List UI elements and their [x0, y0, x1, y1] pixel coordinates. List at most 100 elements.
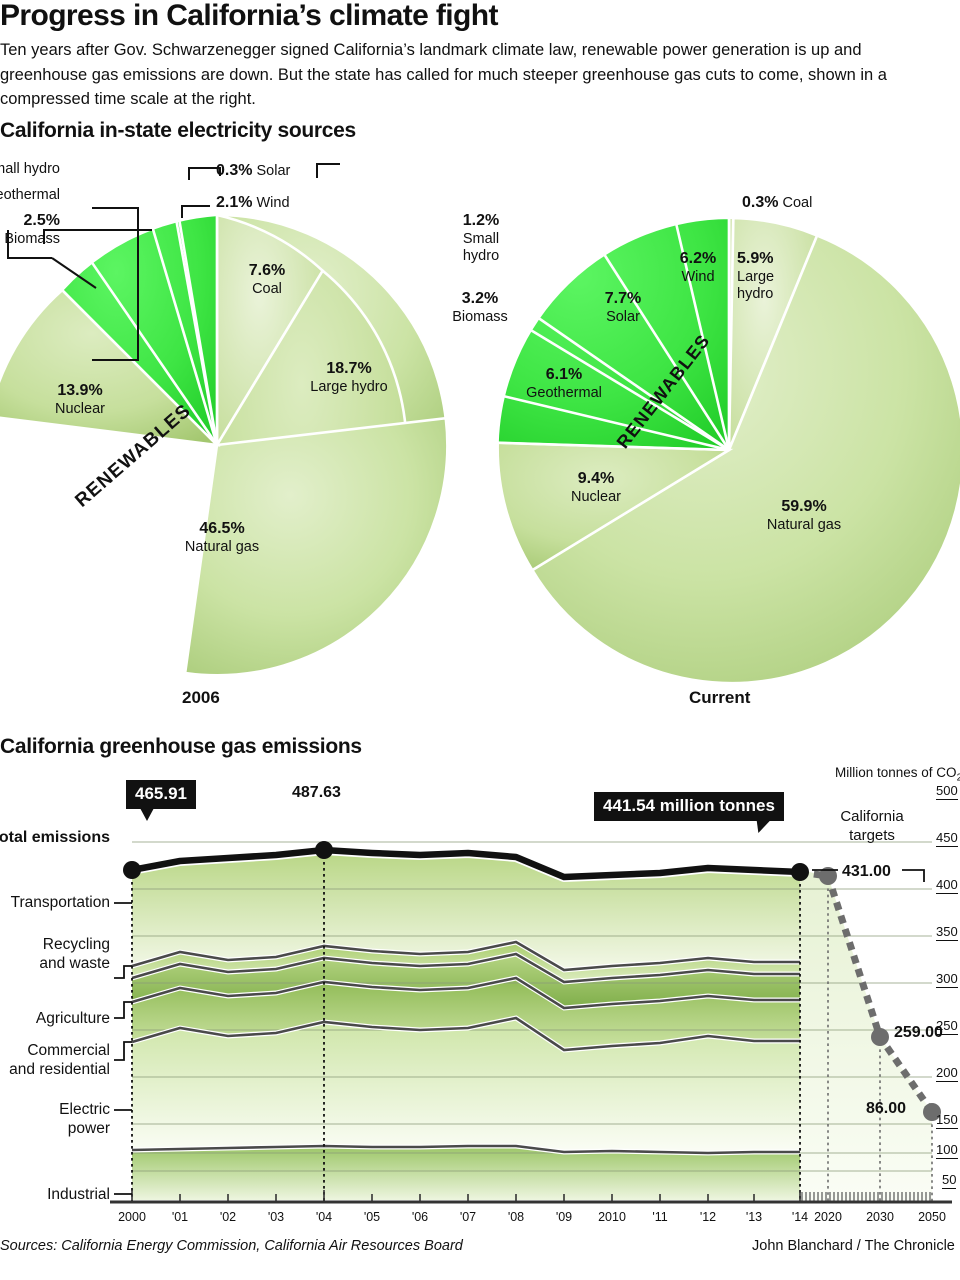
- year-guides: [131, 850, 801, 1202]
- pie-current-label-nuclear: 9.4% Nuclear: [571, 470, 621, 505]
- band-commercial-residential: [132, 978, 800, 1050]
- pie-current-label-wind: 6.2% Wind: [679, 250, 717, 285]
- targets-label: California targets: [840, 808, 904, 844]
- pie-2006-label-natural-gas: 46.5% Natural gas: [184, 520, 260, 555]
- x-tick-11: '11: [652, 1210, 668, 1224]
- target-value-2030: 259.00: [894, 1024, 943, 1041]
- category-label-commercial-residential: Commercial and residential: [9, 1042, 110, 1078]
- pie-current-label-biomass: 3.2% Biomass: [452, 290, 508, 325]
- pie-2006-label-wind: 2.1% Wind: [216, 194, 290, 211]
- standfirst-text: Ten years after Gov. Schwarzenegger sign…: [0, 41, 887, 108]
- pie-2006-label-large-hydro: 18.7% Large hydro: [310, 360, 388, 395]
- pie-current-label-small-hydro: 1.2% Small hydro: [462, 212, 500, 264]
- y-tick-100: 100: [936, 1142, 958, 1159]
- total-emissions-line: [131, 846, 801, 881]
- x-tick-2030: 2030: [866, 1210, 894, 1224]
- pies-svg: RENEWABLES: [0, 163, 960, 685]
- x-tick-2050: 2050: [918, 1210, 946, 1224]
- x-tick-03: '03: [267, 1210, 285, 1224]
- category-leaders: [114, 902, 132, 1195]
- emissions-chart: Total emissions Transportation Recycling…: [0, 760, 960, 1230]
- x-tick-04: '04: [315, 1210, 333, 1224]
- x-tick-07: '07: [459, 1210, 477, 1224]
- marker-target-2020: [819, 867, 837, 885]
- x-tick-2010: 2010: [598, 1210, 626, 1224]
- y-tick-400: 400: [936, 877, 958, 894]
- targets-line: [799, 868, 935, 1114]
- pie-2006-label-nuclear: 13.9% Nuclear: [55, 382, 105, 417]
- annotation-2014: 441.54 million tonnes: [594, 792, 784, 833]
- category-label-recycling-waste: Recycling and waste: [39, 936, 110, 972]
- footer: Sources: California Energy Commission, C…: [0, 1238, 960, 1280]
- annotation-2000: 465.91: [126, 780, 196, 821]
- target-value-2050: 86.00: [866, 1100, 907, 1117]
- y-tick-250: 250: [936, 1018, 958, 1035]
- gridlines: [132, 841, 932, 1172]
- section-title-emissions: California greenhouse gas emissions: [0, 735, 362, 758]
- pie-current-label-geothermal: 6.1% Geothermal: [526, 366, 602, 401]
- x-tick-02: '02: [219, 1210, 237, 1224]
- annotation-2004: 487.63: [292, 784, 341, 801]
- pie-2006-label-coal: 7.6% Coal: [248, 262, 286, 297]
- y-tick-500: 500: [936, 783, 958, 800]
- target-guides: [827, 876, 933, 1202]
- band-transportation: [132, 850, 800, 970]
- pie-2006-label-solar: 0.3% Solar: [216, 162, 291, 179]
- y-tick-350: 350: [936, 924, 958, 941]
- y-axis-unit: Million tonnes of CO2: [835, 765, 960, 784]
- pie-current-label-large-hydro: 5.9% Large hydro: [737, 250, 775, 302]
- pie-current-caption: Current: [689, 688, 751, 707]
- x-tick-06: '06: [411, 1210, 429, 1224]
- y-tick-450: 450: [936, 830, 958, 847]
- y-tick-50: 50: [942, 1172, 957, 1189]
- y-tick-150: 150: [936, 1112, 958, 1129]
- marker-target-2050: [923, 1103, 941, 1121]
- x-tick-2020: 2020: [814, 1210, 842, 1224]
- pie-2006-caption: 2006: [182, 688, 220, 707]
- page-title: Progress in California’s climate fight: [0, 0, 498, 32]
- category-label-transportation: Transportation: [10, 894, 110, 911]
- category-label-total-emissions: Total emissions: [0, 829, 110, 846]
- compressed-scale-ticks: [801, 1192, 931, 1202]
- pie-2006-leaders: [7, 167, 221, 289]
- band-agriculture: [132, 954, 800, 1008]
- target-value-2020: 431.00: [842, 863, 891, 880]
- x-tick-01: '01: [171, 1210, 189, 1224]
- category-label-electric-power: Electric power: [59, 1101, 110, 1137]
- x-tick-2000: 2000: [118, 1210, 146, 1224]
- pie-2006-label-biomass: 2.5% Biomass: [4, 212, 60, 247]
- targets-leader: [812, 869, 925, 882]
- band-electric-power: [132, 1018, 800, 1153]
- pie-2006-label-small-hydro: 2.5% Small hydro: [0, 161, 60, 177]
- category-label-industrial: Industrial: [47, 1186, 110, 1203]
- pie-2006-label-geothermal: 5.8% Geothermal: [0, 187, 60, 203]
- marker-2000: [123, 861, 141, 879]
- electricity-pies: RENEWABLES: [0, 150, 960, 730]
- section-title-electricity: California in-state electricity sources: [0, 119, 356, 142]
- sources-line: Sources: California Energy Commission, C…: [0, 1238, 463, 1254]
- pie-2006-slices: [0, 213, 449, 677]
- targets-area: [800, 870, 932, 1200]
- band-industrial: [132, 1146, 800, 1200]
- pie-current-slices: [496, 216, 960, 685]
- credit-line: John Blanchard / The Chronicle: [752, 1238, 955, 1254]
- pie-current: RENEWABLES: [496, 216, 960, 685]
- x-tick-08: '08: [507, 1210, 525, 1224]
- y-tick-200: 200: [936, 1065, 958, 1082]
- pie-current-label-coal: 0.3% Coal: [742, 194, 813, 211]
- pie-current-label-solar: 7.7% Solar: [604, 290, 642, 325]
- marker-2004: [315, 841, 333, 859]
- category-label-agriculture: Agriculture: [35, 1010, 110, 1027]
- pie-current-leaders: [92, 163, 340, 361]
- emissions-svg: [110, 841, 952, 1204]
- y-tick-300: 300: [936, 971, 958, 988]
- marker-2014: [791, 863, 809, 881]
- x-tick-13: '13: [745, 1210, 763, 1224]
- band-separators: [131, 940, 800, 1155]
- marker-target-2030: [871, 1028, 889, 1046]
- x-axis-ticks: [131, 1190, 801, 1202]
- x-tick-12: '12: [699, 1210, 717, 1224]
- x-tick-09: '09: [555, 1210, 573, 1224]
- x-tick-14: '14: [791, 1210, 809, 1224]
